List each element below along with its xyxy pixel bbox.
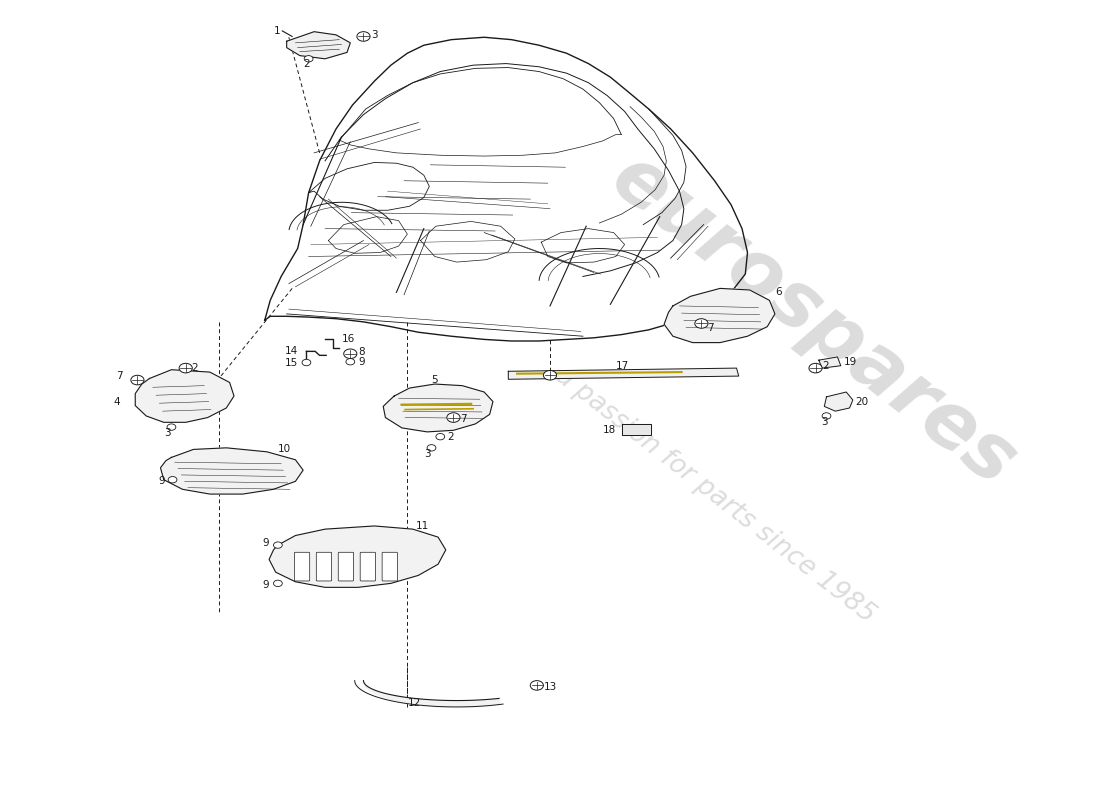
- Text: 9: 9: [263, 538, 270, 549]
- Text: 20: 20: [855, 397, 868, 406]
- Text: 8: 8: [358, 347, 364, 357]
- Text: 9: 9: [358, 357, 364, 366]
- Text: 5: 5: [431, 375, 438, 385]
- Text: 12: 12: [407, 698, 420, 708]
- Polygon shape: [508, 368, 739, 379]
- Circle shape: [808, 363, 822, 373]
- Circle shape: [305, 56, 314, 62]
- Circle shape: [274, 580, 283, 586]
- Text: a passion for parts since 1985: a passion for parts since 1985: [550, 362, 880, 629]
- Text: 7: 7: [117, 371, 123, 381]
- Text: 17: 17: [616, 361, 629, 370]
- Polygon shape: [824, 392, 852, 411]
- Text: 1: 1: [274, 26, 280, 36]
- Circle shape: [168, 477, 177, 483]
- Polygon shape: [664, 288, 774, 342]
- Polygon shape: [287, 32, 350, 58]
- Text: 9: 9: [158, 476, 165, 486]
- Text: 2: 2: [304, 58, 310, 69]
- Circle shape: [131, 375, 144, 385]
- Circle shape: [822, 413, 830, 419]
- Text: 2: 2: [822, 361, 828, 370]
- Text: 2: 2: [191, 363, 198, 373]
- Text: 7: 7: [460, 414, 466, 424]
- Text: 15: 15: [285, 358, 298, 367]
- Text: 3: 3: [371, 30, 377, 40]
- Text: 3: 3: [821, 418, 827, 427]
- Text: 18: 18: [603, 426, 616, 435]
- Text: 11: 11: [416, 521, 429, 531]
- Text: 13: 13: [543, 682, 557, 692]
- Text: 9: 9: [263, 580, 270, 590]
- Circle shape: [345, 358, 354, 365]
- FancyBboxPatch shape: [382, 552, 397, 581]
- Text: 10: 10: [278, 445, 292, 454]
- Text: 4: 4: [113, 397, 120, 406]
- Polygon shape: [383, 384, 493, 432]
- Text: 14: 14: [285, 346, 298, 356]
- Text: 6: 6: [774, 287, 782, 298]
- Circle shape: [343, 349, 356, 358]
- FancyBboxPatch shape: [338, 552, 353, 581]
- Text: 7: 7: [707, 323, 714, 334]
- FancyBboxPatch shape: [317, 552, 332, 581]
- Circle shape: [274, 542, 283, 548]
- Text: 16: 16: [341, 334, 355, 344]
- Polygon shape: [818, 357, 840, 368]
- Circle shape: [427, 445, 436, 451]
- FancyBboxPatch shape: [295, 552, 310, 581]
- Text: 2: 2: [447, 433, 453, 442]
- Circle shape: [167, 424, 176, 430]
- Circle shape: [179, 363, 192, 373]
- Circle shape: [543, 370, 557, 380]
- FancyBboxPatch shape: [360, 552, 375, 581]
- Circle shape: [436, 434, 444, 440]
- Polygon shape: [135, 370, 234, 422]
- Text: eurospares: eurospares: [596, 139, 1031, 502]
- Circle shape: [530, 681, 543, 690]
- Circle shape: [356, 32, 370, 42]
- Circle shape: [302, 359, 311, 366]
- Polygon shape: [623, 424, 651, 435]
- Text: 19: 19: [844, 357, 857, 366]
- Circle shape: [695, 318, 708, 328]
- Circle shape: [447, 413, 460, 422]
- Polygon shape: [161, 448, 304, 494]
- Text: 3: 3: [424, 450, 430, 459]
- Text: 3: 3: [164, 429, 170, 438]
- Polygon shape: [270, 526, 446, 587]
